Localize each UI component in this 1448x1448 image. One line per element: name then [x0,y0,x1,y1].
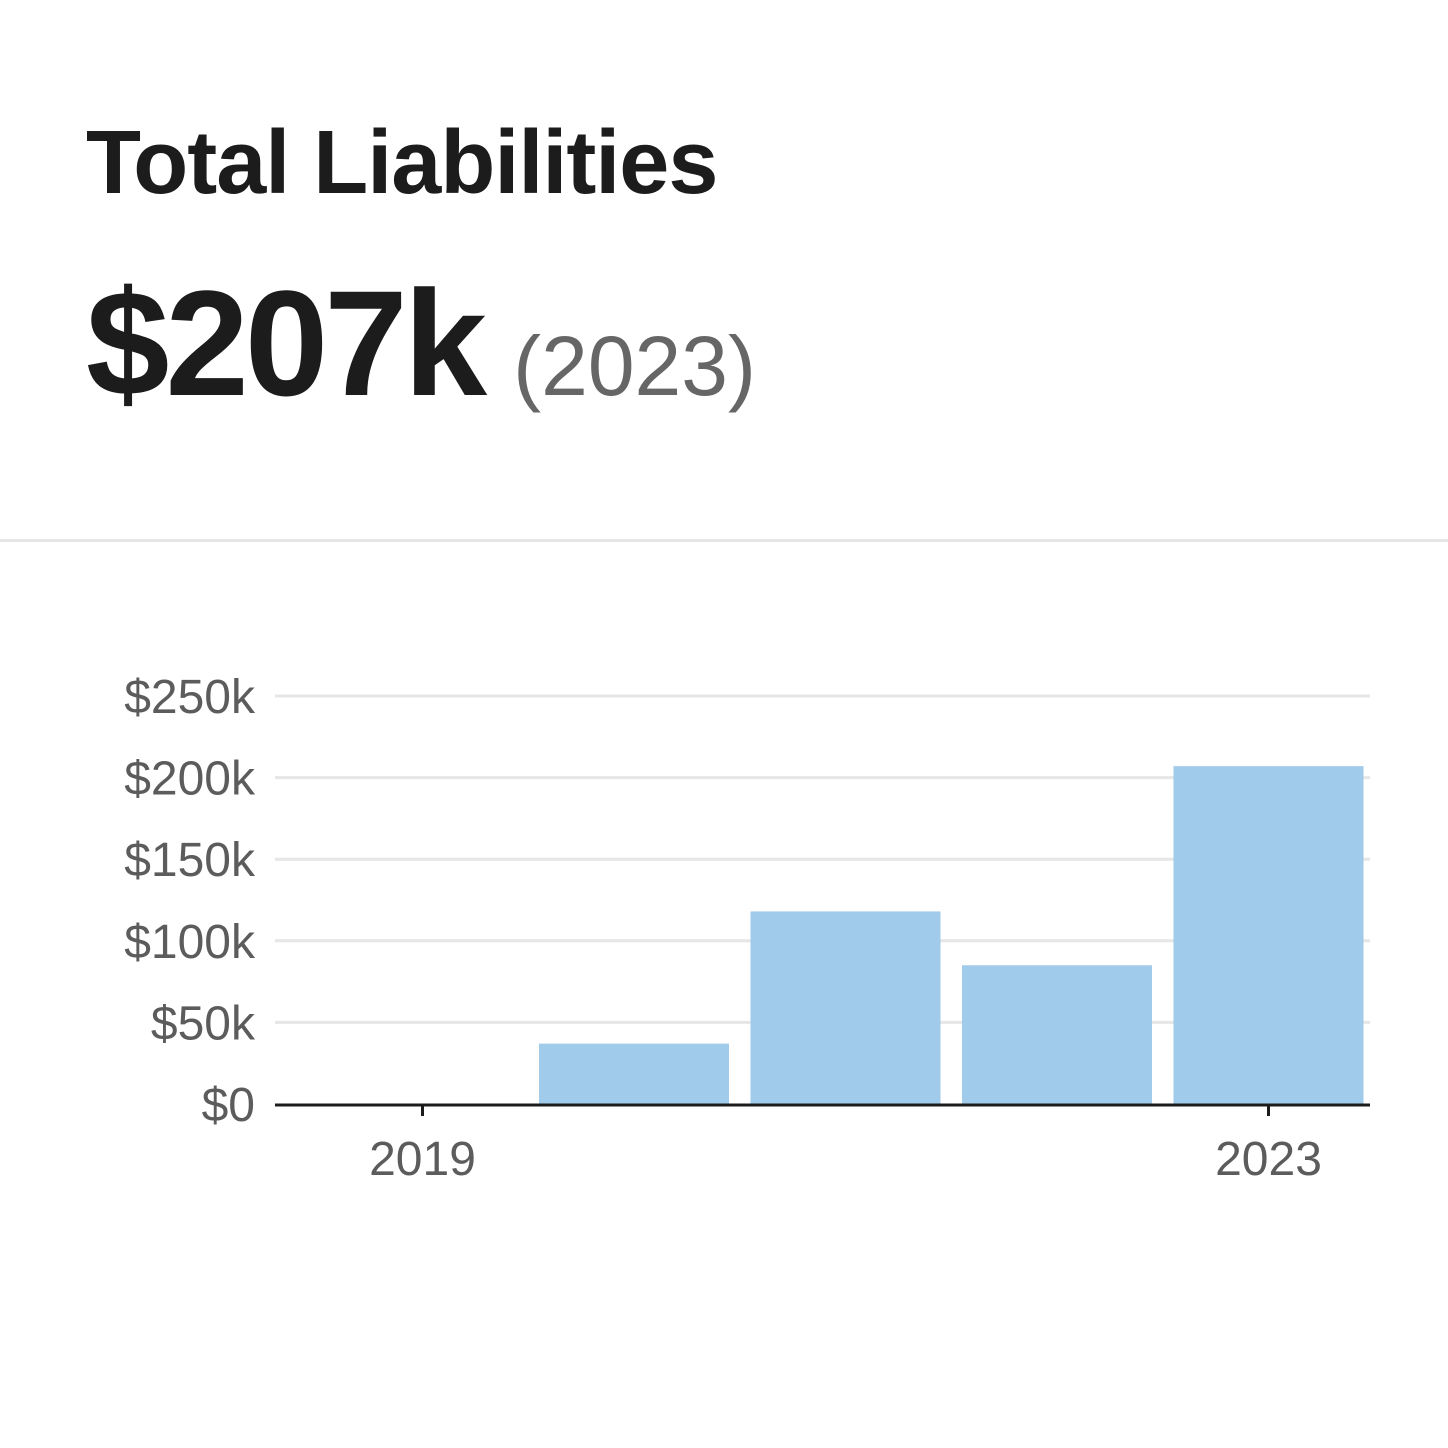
bar-2022 [962,965,1152,1104]
value-row: $207k (2023) [86,268,1386,418]
header: Total Liabilities $207k (2023) [86,118,1386,418]
y-tick-label: $200k [124,753,256,806]
headline-year: (2023) [513,319,756,413]
y-tick-label: $250k [124,671,256,724]
headline-value: $207k [86,259,487,427]
y-tick-label: $50k [151,997,256,1050]
divider [0,539,1448,542]
bar-2023 [1173,766,1364,1104]
y-tick-label: $150k [124,834,256,887]
x-tick-label: 2019 [369,1133,476,1186]
y-tick-label: $0 [202,1079,255,1132]
bar-2020 [539,1043,729,1104]
chart-title: Total Liabilities [86,113,718,213]
x-tick-label: 2023 [1215,1133,1322,1186]
y-tick-label: $100k [124,916,256,969]
bar-2021 [750,911,941,1104]
